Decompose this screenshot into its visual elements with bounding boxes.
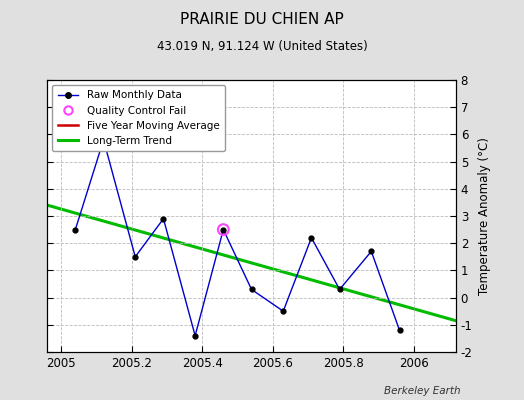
Point [219,226,227,233]
Y-axis label: Temperature Anomaly (°C): Temperature Anomaly (°C) [478,137,491,295]
Text: Berkeley Earth: Berkeley Earth [385,386,461,396]
Point [100,137,108,143]
Text: PRAIRIE DU CHIEN AP: PRAIRIE DU CHIEN AP [180,12,344,27]
Legend: Raw Monthly Data, Quality Control Fail, Five Year Moving Average, Long-Term Tren: Raw Monthly Data, Quality Control Fail, … [52,85,225,151]
Text: 43.019 N, 91.124 W (United States): 43.019 N, 91.124 W (United States) [157,40,367,53]
